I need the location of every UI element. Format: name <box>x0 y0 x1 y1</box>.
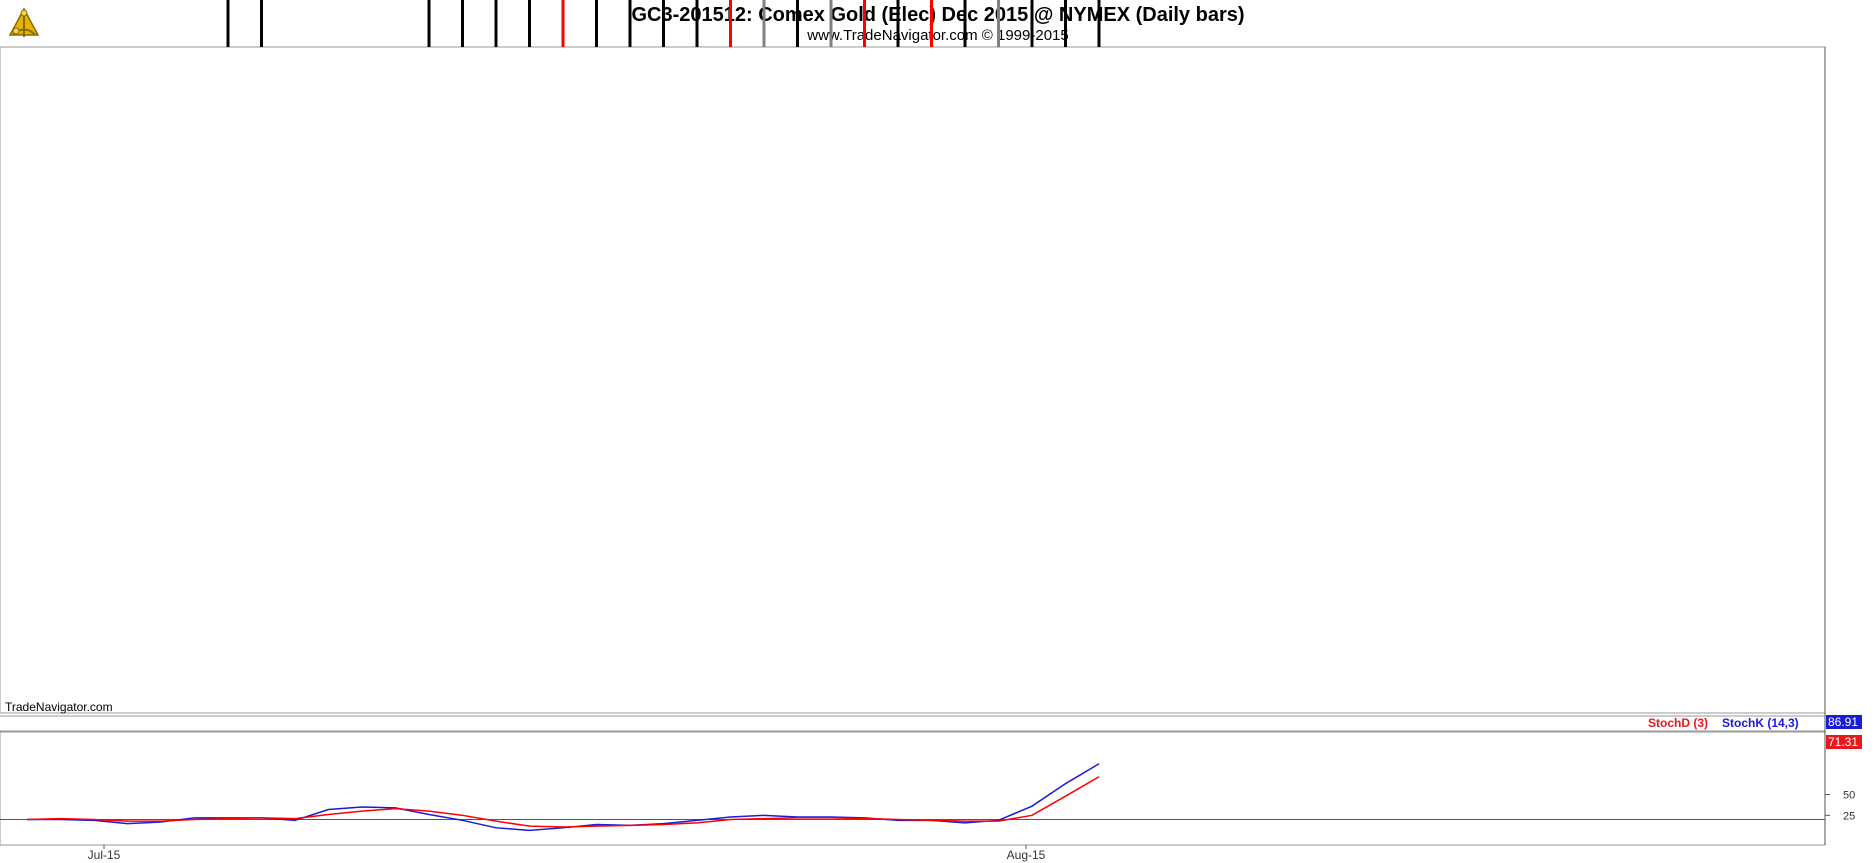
stochk-value: 86.91 <box>1828 715 1858 729</box>
stochd-value: 71.31 <box>1828 735 1858 749</box>
stochd-value-badge <box>1826 735 1862 749</box>
stoch-line-d <box>26 776 1100 828</box>
stoch-panel-frame <box>0 731 1826 846</box>
header-bar <box>0 0 1876 47</box>
date-tick-label: Aug-15 <box>1007 848 1046 862</box>
stochd-legend: StochD (3) <box>1648 716 1708 730</box>
chart-title: GC3-201512: Comex Gold (Elec) Dec 2015 @… <box>631 4 1244 26</box>
price-panel-frame <box>0 46 1826 714</box>
stochk-legend: StochK (14,3) <box>1722 716 1799 730</box>
chart-subtitle: www.TradeNavigator.com © 1999-2015 <box>806 27 1068 44</box>
stoch-tick-label: 25 <box>1843 810 1855 822</box>
sextant-logo-icon <box>8 7 40 37</box>
date-tick-label: Jul-15 <box>88 848 121 862</box>
watermark: TradeNavigator.com <box>5 700 113 714</box>
stoch-tick-label: 50 <box>1843 790 1855 802</box>
stochk-value-badge <box>1826 715 1862 729</box>
